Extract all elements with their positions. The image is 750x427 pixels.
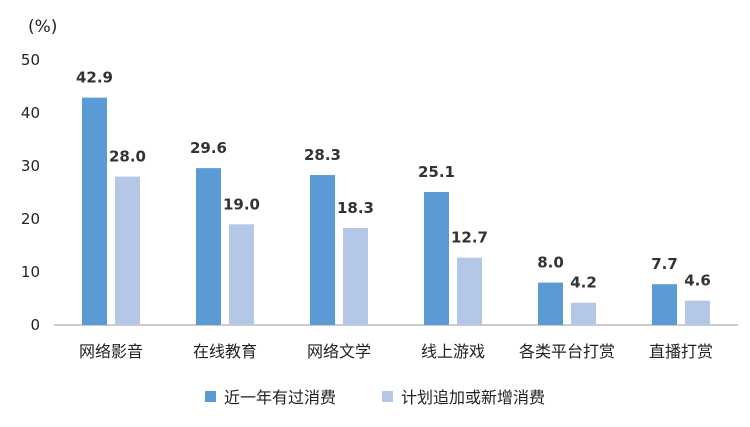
data-label-series-1: 25.1	[418, 163, 455, 181]
y-tick-label: 40	[21, 104, 40, 122]
x-axis: 网络影音 在线教育 网络文学 线上游戏 各类平台打赏 直播打赏	[54, 324, 738, 361]
y-tick-label: 10	[21, 263, 40, 281]
x-tick-label: 网络文学	[307, 342, 371, 361]
bar-series-1	[196, 168, 221, 325]
data-label-series-2: 19.0	[223, 195, 260, 213]
data-label-series-2: 28.0	[109, 148, 146, 166]
bar-series-1	[538, 282, 563, 325]
bar-series-2	[343, 228, 368, 325]
legend: 近一年有过消费 计划追加或新增消费	[0, 384, 750, 408]
bar-series-2	[571, 302, 596, 325]
data-label-series-2: 12.7	[451, 229, 488, 247]
data-label-series-1: 42.9	[76, 69, 113, 87]
y-tick-label: 0	[30, 316, 40, 334]
legend-swatch-series-1	[204, 390, 216, 402]
legend-label-series-1: 近一年有过消费	[223, 388, 336, 407]
data-label-series-1: 28.3	[304, 146, 341, 164]
data-label-series-1: 8.0	[537, 254, 564, 272]
legend-label-series-2: 计划追加或新增消费	[401, 388, 546, 407]
data-label-series-2: 4.6	[684, 272, 711, 290]
x-tick-label: 直播打赏	[649, 342, 713, 361]
data-label-series-2: 18.3	[337, 199, 374, 217]
bar-series-2	[457, 257, 482, 325]
bar-series-1	[82, 97, 107, 325]
x-tick-label: 线上游戏	[421, 342, 485, 361]
legend-item-series-1: 近一年有过消费	[204, 384, 336, 408]
data-labels: 42.9 28.0 29.6 19.0 28.3 18.3 25.1 12.7 8.0 4.2 7.…	[76, 69, 711, 292]
y-unit-label: (%)	[28, 17, 57, 37]
bar-chart: (%) 0 10 20 30 40 50 网络影音 在线教育 网络文学 线上游戏 各类平台打赏 直播…	[21, 17, 738, 361]
bars	[82, 97, 710, 325]
y-axis: 0 10 20 30 40 50	[21, 51, 40, 334]
x-tick-label: 在线教育	[193, 342, 257, 361]
bar-series-1	[310, 175, 335, 325]
y-tick-label: 30	[21, 157, 40, 175]
bar-series-1	[424, 191, 449, 325]
y-tick-label: 50	[21, 51, 40, 69]
y-tick-label: 20	[21, 210, 40, 228]
legend-item-series-2: 计划追加或新增消费	[382, 384, 545, 408]
x-tick-label: 各类平台打赏	[519, 342, 615, 361]
data-label-series-2: 4.2	[570, 274, 597, 292]
bar-series-2	[685, 300, 710, 325]
data-label-series-1: 7.7	[651, 255, 678, 273]
legend-swatch-series-2	[382, 390, 393, 402]
data-label-series-1: 29.6	[190, 139, 227, 157]
bar-series-2	[115, 176, 140, 325]
x-tick-label: 网络影音	[79, 342, 143, 361]
bar-series-2	[229, 224, 254, 325]
bar-series-1	[652, 284, 677, 325]
